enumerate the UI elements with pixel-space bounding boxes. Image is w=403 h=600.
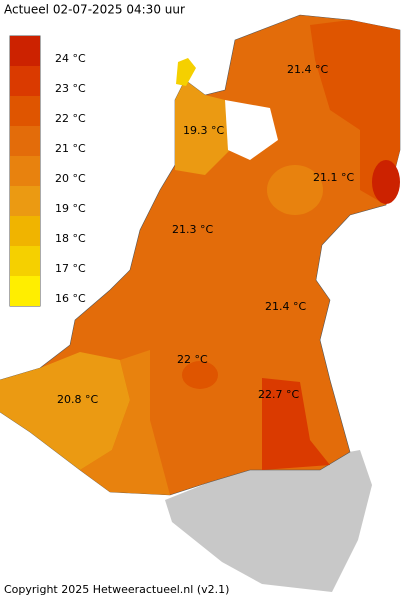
zone-22-ne bbox=[310, 20, 400, 205]
legend-label: 18 °C bbox=[55, 232, 86, 245]
legend-swatch bbox=[10, 156, 40, 186]
zone-20-east bbox=[267, 165, 323, 215]
water bbox=[225, 100, 278, 160]
legend-label: 22 °C bbox=[55, 112, 86, 125]
zone-24 bbox=[372, 160, 400, 204]
temperature-label: 22.7 °C bbox=[258, 388, 299, 401]
legend-swatch bbox=[10, 126, 40, 156]
legend-swatch bbox=[10, 276, 40, 306]
legend-label: 23 °C bbox=[55, 82, 86, 95]
map-labels: 21.4 °C 19.3 °C 21.1 °C 21.3 °C 21.4 °C 22 °C… bbox=[57, 63, 354, 406]
zone-20 bbox=[80, 350, 170, 495]
legend-swatch bbox=[10, 246, 40, 276]
temperature-label: 21.4 °C bbox=[265, 300, 306, 313]
temperature-label: 19.3 °C bbox=[183, 124, 224, 137]
temperature-label: 22 °C bbox=[177, 353, 208, 366]
legend-label: 21 °C bbox=[55, 142, 86, 155]
legend-swatch bbox=[10, 96, 40, 126]
legend-swatch bbox=[10, 216, 40, 246]
legend-label: 17 °C bbox=[55, 262, 86, 275]
copyright: Copyright 2025 Hetweeractueel.nl (v2.1) bbox=[4, 583, 229, 596]
legend-label: 16 °C bbox=[55, 292, 86, 305]
zone-19 bbox=[0, 352, 130, 470]
zone-19-north bbox=[175, 80, 230, 175]
legend-label: 19 °C bbox=[55, 202, 86, 215]
temperature-label: 20.8 °C bbox=[57, 393, 98, 406]
legend-swatch bbox=[10, 36, 40, 66]
legend-swatch bbox=[10, 186, 40, 216]
legend-label: 24 °C bbox=[55, 52, 86, 65]
zone-23 bbox=[262, 378, 330, 470]
island bbox=[176, 58, 196, 86]
temperature-label: 21.4 °C bbox=[287, 63, 328, 76]
temperature-label: 21.3 °C bbox=[172, 223, 213, 236]
legend-swatch bbox=[10, 66, 40, 96]
outside-area bbox=[165, 450, 372, 592]
zone-22 bbox=[182, 361, 218, 389]
header-title: Actueel 02-07-2025 04:30 uur bbox=[4, 3, 185, 17]
temperature-label: 21.1 °C bbox=[313, 171, 354, 184]
legend-label: 20 °C bbox=[55, 172, 86, 185]
legend: 24 °C 23 °C 22 °C 21 °C 20 °C 19 °C 18 °C 17 °C… bbox=[10, 36, 86, 306]
